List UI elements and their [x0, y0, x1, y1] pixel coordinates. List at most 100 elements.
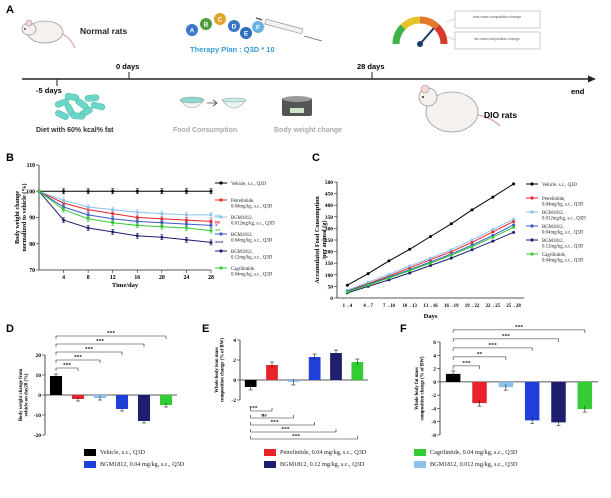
- diet-pellet: [64, 93, 80, 101]
- diet-pellet: [55, 110, 69, 120]
- y-tick-label: 500: [325, 180, 333, 186]
- legend-label: BGM1812, 0.012mg/kg, s.c., Q3D: [542, 211, 586, 222]
- data-point: [429, 261, 432, 265]
- bar: [330, 353, 342, 380]
- significance-bracket: [55, 335, 167, 339]
- data-point: [62, 198, 66, 202]
- x-tick-label: 1→4: [343, 304, 353, 309]
- legend-label: BGM1812, 0.012 mg/kg, s.c., Q3D: [430, 461, 518, 468]
- significance-label: ns: [215, 213, 220, 219]
- data-point: [160, 212, 164, 216]
- data-point: [512, 230, 516, 234]
- data-point: [512, 182, 516, 186]
- data-point: [86, 189, 90, 193]
- data-point: [512, 225, 516, 229]
- data-point: [512, 223, 516, 227]
- significance-label: **: [215, 229, 221, 235]
- x-tick-label: 13→16: [423, 304, 438, 309]
- significance-bracket: [452, 347, 533, 351]
- peptide-letter: C: [218, 17, 223, 24]
- data-point: [366, 272, 370, 276]
- peptide-sequence-icon: A B C DEF: [186, 13, 264, 39]
- dio-rats-label: DIO rats: [484, 110, 517, 120]
- diet-pellet: [54, 98, 70, 108]
- dio-rat-icon: [418, 84, 501, 133]
- y-tick-label: 150: [325, 261, 333, 267]
- y-tick-label: 100: [26, 189, 35, 195]
- significance-bracket: [250, 408, 273, 412]
- data-point: [470, 248, 474, 252]
- gauge-hub: [417, 41, 423, 47]
- legend-marker: [530, 210, 534, 214]
- data-point: [429, 264, 432, 268]
- x-tick-label: 4: [62, 275, 65, 281]
- significance-label: ***: [215, 240, 224, 246]
- legend-label: BGM1812, 0.12mg/kg, s.c., Q3D: [542, 239, 584, 250]
- scale-icon: [282, 96, 312, 116]
- lean-mass-box: [454, 10, 541, 29]
- data-point: [62, 218, 66, 222]
- normal-rats-label: Normal rats: [80, 26, 128, 36]
- legend-swatch: [414, 461, 426, 468]
- y-tick-label: 110: [27, 163, 35, 169]
- significance-bracket: [55, 367, 79, 371]
- data-point: [209, 240, 213, 244]
- legend-label: Vehicle, s.c., Q3D: [542, 183, 577, 188]
- data-point: [111, 221, 115, 225]
- significance-bracket: [250, 436, 358, 440]
- y-axis-label: Whole body fat masscomposition change (%…: [415, 356, 426, 420]
- legend-marker: [219, 198, 223, 202]
- data-point: [408, 264, 412, 268]
- data-point: [470, 208, 474, 212]
- significance-label: *: [215, 223, 218, 229]
- y-tick-label: -6: [431, 420, 436, 426]
- significance-label: ***: [74, 355, 83, 361]
- diet-pellets-icon: [54, 93, 106, 120]
- legend-label: BGM1812, 0.04mg/kg, s.c., Q3D: [542, 225, 584, 236]
- legend-item: BGM1812, 0.12 mg/kg, s.c., Q3D: [264, 461, 364, 468]
- data-point: [449, 256, 453, 260]
- significance-label: ***: [281, 427, 290, 433]
- food-bowl-icon: [179, 96, 247, 109]
- data-point: [387, 259, 391, 263]
- significance-bracket: [55, 359, 101, 363]
- gauge-needle: [419, 27, 435, 45]
- chart-c-food-consumption: 0 50 100 150 200 250 300 350 400 450 500 1→4 4→7 7→10…: [314, 180, 586, 320]
- x-tick-label: 10→13: [403, 304, 418, 309]
- legend-label: Petrelintide, 0.04mg/kg, s.c., Q3D: [231, 199, 273, 210]
- series-line: [38, 190, 212, 243]
- significance-label: ***: [515, 324, 524, 330]
- y-tick-label: 100: [325, 273, 333, 279]
- data-point: [366, 283, 370, 287]
- panel-label-c: C: [312, 152, 320, 164]
- bar: [577, 381, 593, 410]
- legend-label: Petrelintide, 0.04mg/kg, s.c., Q3D: [542, 197, 584, 208]
- data-point: [62, 208, 66, 212]
- y-tick-label: 10: [36, 373, 42, 379]
- data-point: [135, 216, 139, 219]
- diet-pellet: [84, 94, 100, 102]
- data-point: [111, 212, 115, 216]
- significance-label: ***: [96, 339, 105, 345]
- x-tick-label: 16: [134, 275, 140, 281]
- legend-marker: [219, 249, 223, 253]
- x-tick-label: 7→10: [383, 304, 396, 309]
- bar: [266, 365, 278, 380]
- y-tick-label: 4: [233, 338, 236, 344]
- x-tick-label: 4→7: [363, 304, 373, 309]
- significance-label: **: [477, 351, 483, 357]
- data-point: [387, 276, 391, 280]
- legend-label: Vehicle, s.c., Q3D: [231, 182, 266, 187]
- y-tick-label: 80: [29, 242, 35, 248]
- data-point: [184, 218, 188, 222]
- data-point: [184, 222, 188, 226]
- data-point: [160, 235, 164, 239]
- significance-label: ***: [249, 406, 258, 412]
- data-point: [491, 228, 495, 232]
- legend-label: BGM1812, 0.12 mg/kg, s.c., Q3D: [280, 461, 365, 468]
- y-axis-label: Accumulated Food Consumption/per animal …: [314, 196, 328, 284]
- bar: [49, 376, 63, 395]
- x-tick-label: 8: [87, 275, 90, 281]
- data-point: [37, 189, 41, 193]
